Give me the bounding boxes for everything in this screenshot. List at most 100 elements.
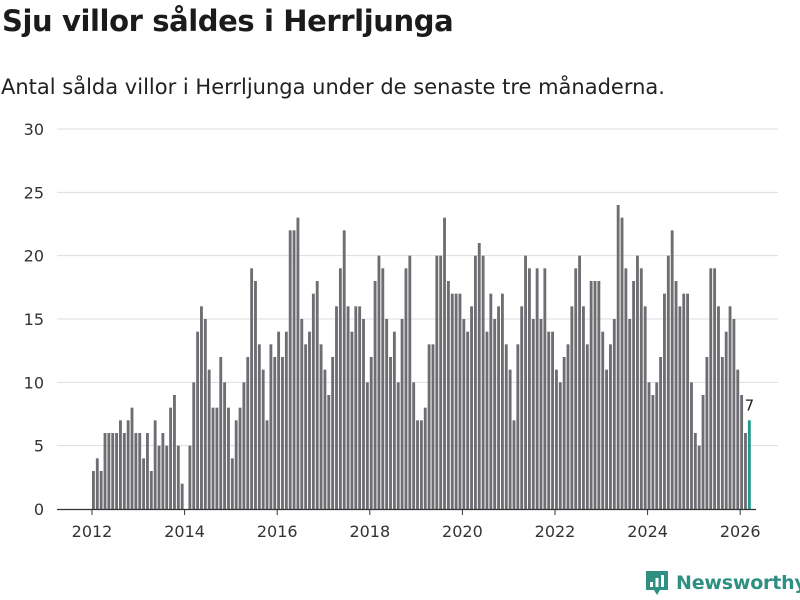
- bar: [431, 344, 435, 509]
- bar: [724, 331, 728, 509]
- bar: [740, 395, 744, 509]
- bar: [389, 357, 392, 509]
- bar: [257, 344, 261, 509]
- bar: [446, 281, 450, 509]
- bar: [524, 255, 527, 509]
- bar: [335, 306, 338, 509]
- bar: [146, 433, 149, 509]
- bar: [632, 281, 636, 509]
- bar: [678, 306, 682, 509]
- bar: [609, 344, 612, 509]
- bar: [342, 230, 346, 510]
- bar: [311, 293, 315, 509]
- bar: [338, 268, 342, 509]
- bar: [296, 217, 300, 509]
- bar: [473, 255, 477, 509]
- bar: [458, 293, 462, 509]
- bar: [281, 357, 284, 509]
- bar: [555, 369, 558, 509]
- bar: [373, 281, 377, 509]
- bar: [516, 344, 520, 509]
- bar: [481, 255, 485, 509]
- bar: [686, 293, 690, 509]
- bar: [369, 357, 373, 509]
- bar: [119, 420, 122, 509]
- bar: [624, 268, 628, 509]
- bar: [709, 268, 713, 509]
- bar: [597, 281, 601, 509]
- bar: [450, 293, 454, 509]
- bar: [103, 433, 107, 509]
- bar: [242, 382, 246, 509]
- bar-highlight: [747, 420, 751, 509]
- x-tick-label: 2014: [164, 522, 205, 541]
- bar: [134, 433, 138, 509]
- bar: [732, 319, 736, 509]
- bar: [354, 306, 358, 509]
- bar: [697, 445, 701, 509]
- bar: [454, 293, 458, 509]
- bar: [701, 395, 705, 509]
- bar: [651, 395, 655, 509]
- bar: [161, 433, 165, 509]
- bar: [400, 319, 404, 509]
- bar: [566, 344, 570, 509]
- bar: [717, 306, 720, 509]
- bar: [578, 255, 582, 509]
- bar: [246, 357, 250, 509]
- bar: [612, 319, 616, 509]
- bar: [443, 217, 446, 509]
- bar: [196, 331, 200, 509]
- bar: [277, 331, 281, 509]
- bar: [647, 382, 651, 509]
- bar: [292, 230, 296, 510]
- bar: [192, 382, 196, 509]
- bar: [674, 281, 678, 509]
- x-tick-label: 2024: [627, 522, 668, 541]
- bar: [157, 445, 161, 509]
- bar: [165, 445, 169, 509]
- bar: [250, 268, 254, 509]
- bar: [527, 268, 531, 509]
- bar: [107, 433, 111, 509]
- bar: [547, 331, 551, 509]
- x-tick-label: 2018: [349, 522, 390, 541]
- bar: [385, 319, 389, 509]
- bar: [713, 268, 717, 509]
- bar: [408, 255, 412, 509]
- bar: [601, 331, 605, 509]
- y-tick-label: 15: [24, 310, 44, 329]
- bar: [558, 382, 562, 509]
- bar: [203, 319, 207, 509]
- bar: [362, 319, 365, 509]
- bar: [265, 420, 269, 509]
- bar: [435, 255, 439, 509]
- bar: [227, 407, 230, 509]
- bar: [520, 306, 524, 509]
- bar: [180, 483, 184, 509]
- bar: [346, 306, 350, 509]
- bar: [489, 293, 493, 509]
- chart-subtitle: Antal sålda villor i Herrljunga under de…: [1, 75, 665, 99]
- bar: [636, 255, 639, 509]
- bar: [690, 382, 693, 509]
- bar: [219, 357, 223, 509]
- bar: [234, 420, 238, 509]
- bar: [288, 230, 292, 510]
- bar: [95, 458, 99, 509]
- bar: [115, 433, 119, 509]
- bar: [261, 369, 265, 509]
- bar: [562, 357, 566, 509]
- bar: [682, 293, 686, 509]
- bar: [238, 407, 242, 509]
- data-label: 7: [745, 396, 755, 414]
- bar: [223, 382, 227, 509]
- bar: [485, 331, 489, 509]
- y-tick-label: 25: [24, 183, 44, 202]
- bar: [736, 369, 740, 509]
- y-tick-label: 0: [34, 500, 44, 519]
- bar: [304, 344, 308, 509]
- bar: [659, 357, 663, 509]
- bar: [381, 268, 385, 509]
